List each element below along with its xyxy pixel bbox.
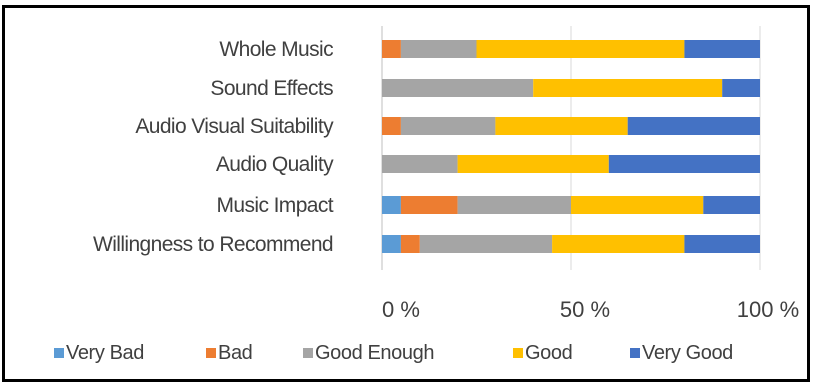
bar-music-impact-good bbox=[571, 196, 704, 214]
legend-label-very-bad: Very Bad bbox=[66, 342, 144, 364]
legend-item-good-enough: Good Enough bbox=[303, 342, 434, 364]
chart-frame: Whole Music Sound Effects Audio Visual Sui… bbox=[2, 5, 810, 382]
stacked-bar-chart: Whole Music Sound Effects Audio Visual Sui… bbox=[54, 26, 799, 364]
category-label-music-impact: Music Impact bbox=[217, 194, 334, 217]
bar-willingness-to-recommend-bad bbox=[400, 235, 420, 253]
legend-label-bad: Bad bbox=[218, 342, 252, 364]
bar-whole-music-bad bbox=[382, 40, 401, 58]
bar-willingness-to-recommend-good bbox=[552, 235, 685, 253]
bar-willingness-to-recommend-good-enough bbox=[419, 235, 553, 253]
bar-whole-music-very-good bbox=[684, 40, 760, 58]
bar-willingness-to-recommend-very-good bbox=[684, 235, 760, 253]
x-tick-label-0: 0 % bbox=[382, 297, 420, 322]
category-label-willingness-to-recommend: Willingness to Recommend bbox=[93, 233, 333, 256]
bar-audio-visual-suitability-bad bbox=[382, 117, 401, 135]
bar-sound-effects-good-enough bbox=[382, 79, 534, 97]
bar-audio-quality-very-good bbox=[608, 155, 760, 173]
x-tick-label-100: 100 % bbox=[737, 297, 799, 322]
bar-audio-visual-suitability-good-enough bbox=[400, 117, 496, 135]
legend-label-very-good: Very Good bbox=[642, 342, 733, 364]
bar-music-impact-very-bad bbox=[382, 196, 401, 214]
bar-audio-quality-good-enough bbox=[382, 155, 458, 173]
legend-swatch-very-good bbox=[630, 348, 640, 358]
bar-music-impact-very-good bbox=[703, 196, 760, 214]
category-label-audio-visual-suitability: Audio Visual Suitability bbox=[135, 115, 334, 138]
legend-item-very-bad: Very Bad bbox=[54, 342, 144, 364]
bar-willingness-to-recommend-very-bad bbox=[382, 235, 401, 253]
legend-swatch-good bbox=[513, 348, 523, 358]
legend-swatch-very-bad bbox=[54, 348, 64, 358]
category-label-audio-quality: Audio Quality bbox=[216, 153, 334, 176]
bar-whole-music-good-enough bbox=[400, 40, 477, 58]
legend-label-good: Good bbox=[525, 342, 572, 364]
legend-item-very-good: Very Good bbox=[630, 342, 733, 364]
bar-audio-visual-suitability-good bbox=[495, 117, 628, 135]
category-label-whole-music: Whole Music bbox=[219, 38, 333, 61]
bar-music-impact-good-enough bbox=[457, 196, 571, 214]
legend: Very Bad Bad Good Enough Good Very Good bbox=[54, 342, 733, 364]
gridlines bbox=[381, 26, 761, 270]
legend-swatch-good-enough bbox=[303, 348, 313, 358]
x-tick-label-50: 50 % bbox=[560, 297, 610, 322]
legend-item-bad: Bad bbox=[206, 342, 253, 364]
bar-audio-visual-suitability-very-good bbox=[627, 117, 760, 135]
x-tick-labels: 0 % 50 % 100 % bbox=[382, 297, 799, 322]
legend-item-good: Good bbox=[513, 342, 573, 364]
bar-sound-effects-very-good bbox=[722, 79, 760, 97]
legend-label-good-enough: Good Enough bbox=[315, 342, 434, 364]
bars bbox=[382, 40, 760, 253]
category-labels: Whole Music Sound Effects Audio Visual Sui… bbox=[93, 38, 335, 256]
category-label-sound-effects: Sound Effects bbox=[210, 77, 333, 100]
bar-music-impact-bad bbox=[400, 196, 458, 214]
legend-swatch-bad bbox=[206, 348, 216, 358]
bar-sound-effects-good bbox=[533, 79, 723, 97]
bar-audio-quality-good bbox=[457, 155, 609, 173]
bar-whole-music-good bbox=[476, 40, 685, 58]
